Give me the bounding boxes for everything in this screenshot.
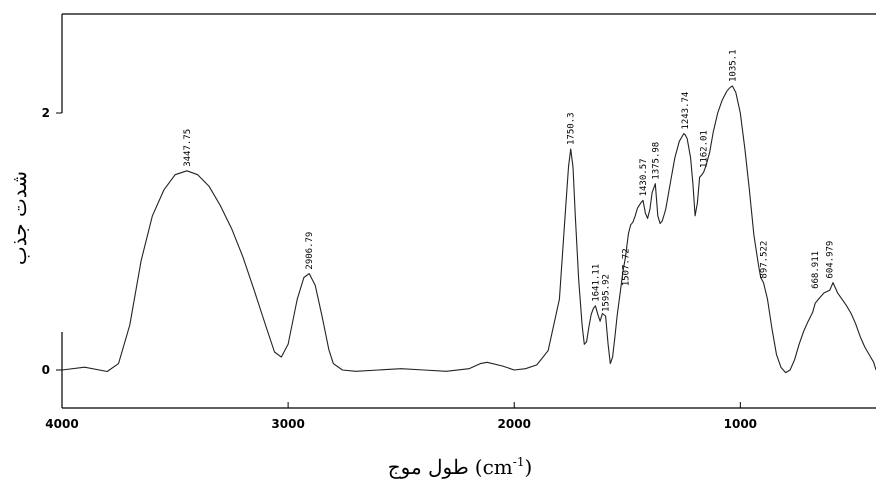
peak-label: 1507.72 <box>622 248 632 286</box>
peak-label: 1641.11 <box>591 264 601 302</box>
spectrum-line <box>61 85 876 374</box>
peak-label: 1430.57 <box>639 158 649 196</box>
peak-label: 604.979 <box>826 241 836 279</box>
x-axis-label: طول موج (cm-1) <box>388 455 533 479</box>
peak-label: 2906.79 <box>305 232 315 270</box>
x-axis-label-close: ) <box>524 455 532 479</box>
peak-label: 1595.92 <box>602 274 612 312</box>
x-axis-label-main: طول موج <box>388 455 469 479</box>
peak-label: 1035.1 <box>728 49 738 82</box>
x-tick-label: 1000 <box>724 417 757 431</box>
peak-label: 3447.75 <box>183 129 193 167</box>
plot-frame <box>61 13 876 409</box>
peak-label: 1375.98 <box>651 142 661 180</box>
x-axis-label-superscript: -1 <box>513 455 525 469</box>
x-tick-label: 2000 <box>498 417 531 431</box>
x-axis-label-unit: (cm <box>475 455 513 479</box>
peak-labels: 3447.75 2906.79 1750.3 1641.11 1595.92 1507.7… <box>183 49 836 312</box>
y-tick-label: 2 <box>42 106 50 120</box>
y-tick-label: 0 <box>42 363 50 377</box>
peak-label: 897.522 <box>760 241 770 279</box>
peak-label: 1162.01 <box>700 130 710 168</box>
y-ticks: 02 <box>42 106 62 377</box>
x-ticks: 4000 3000 2000 1000 <box>45 402 757 431</box>
y-axis-label: شدت جذب <box>7 171 31 265</box>
x-tick-label: 3000 <box>271 417 304 431</box>
peak-label: 668.911 <box>811 251 821 289</box>
peak-label: 1750.3 <box>567 112 577 145</box>
x-tick-label: 4000 <box>45 417 78 431</box>
peak-label: 1243.74 <box>681 92 691 130</box>
